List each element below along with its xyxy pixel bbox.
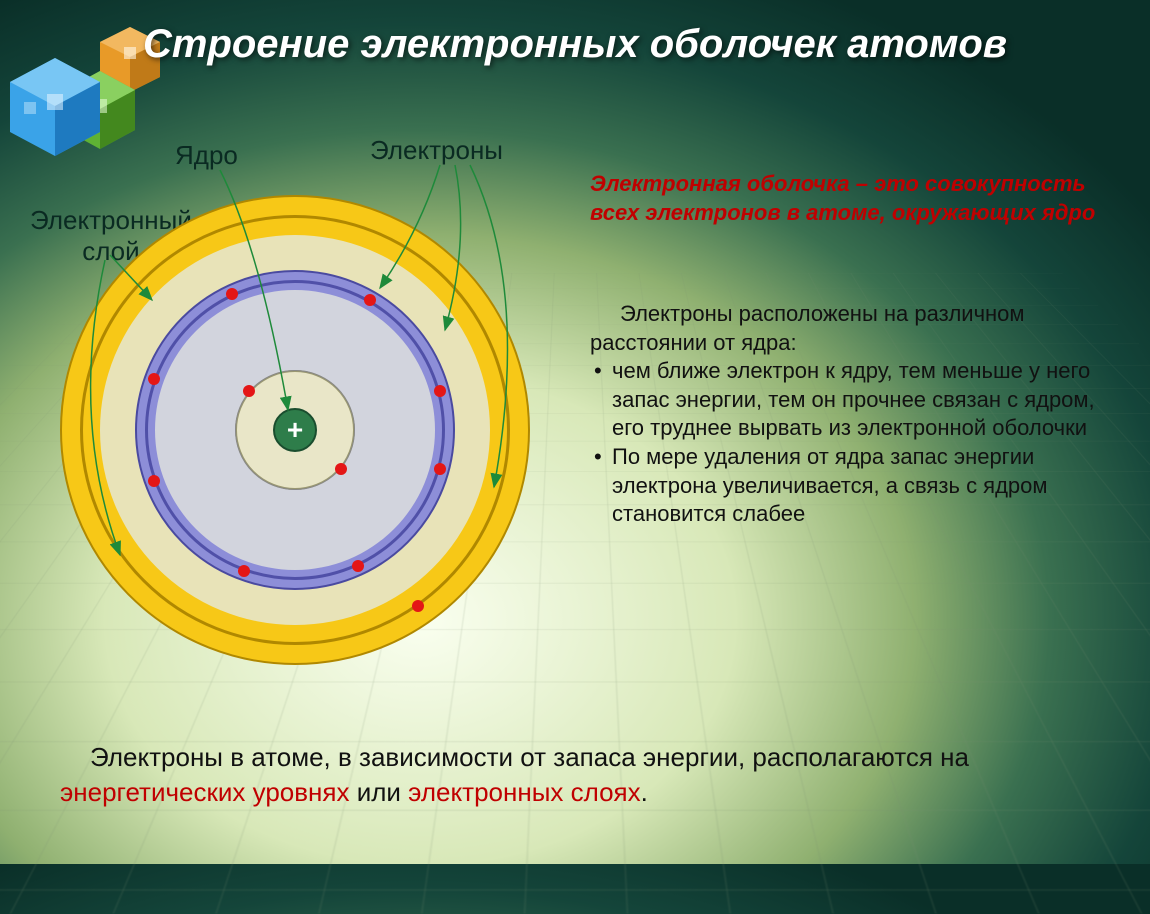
definition-block: Электронная оболочка – это совокупность …	[590, 170, 1120, 227]
atom-diagram: +	[55, 190, 535, 670]
bullet-1: чем ближе электрон к ядру, тем меньше у …	[590, 357, 1120, 443]
bottom-pre: Электроны в атоме, в зависимости от запа…	[90, 742, 969, 772]
bottom-red2: электронных слоях	[408, 777, 640, 807]
bottom-mid: или	[350, 777, 409, 807]
bullet-2: По мере удаления от ядра запас энергии э…	[590, 443, 1120, 529]
electron-4	[238, 565, 250, 577]
electron-1	[243, 385, 255, 397]
electron-5	[148, 475, 160, 487]
label-nucleus: Ядро	[175, 140, 238, 171]
electron-0	[335, 463, 347, 475]
label-electrons: Электроны	[370, 135, 503, 166]
electron-2	[434, 463, 446, 475]
nucleus: +	[273, 408, 317, 452]
description-block: Электроны расположены на различном расст…	[590, 300, 1120, 529]
definition-text: Электронная оболочка – это совокупность …	[590, 170, 1120, 227]
electron-10	[412, 600, 424, 612]
electron-3	[352, 560, 364, 572]
bottom-post: .	[641, 777, 648, 807]
para-intro: Электроны расположены на различном расст…	[590, 300, 1120, 357]
bottom-sentence: Электроны в атоме, в зависимости от запа…	[60, 740, 1090, 810]
electron-6	[148, 373, 160, 385]
bottom-red1: энергетических уровнях	[60, 777, 350, 807]
electron-8	[364, 294, 376, 306]
electron-7	[226, 288, 238, 300]
electron-9	[434, 385, 446, 397]
page-title: Строение электронных оболочек атомов	[0, 22, 1150, 67]
